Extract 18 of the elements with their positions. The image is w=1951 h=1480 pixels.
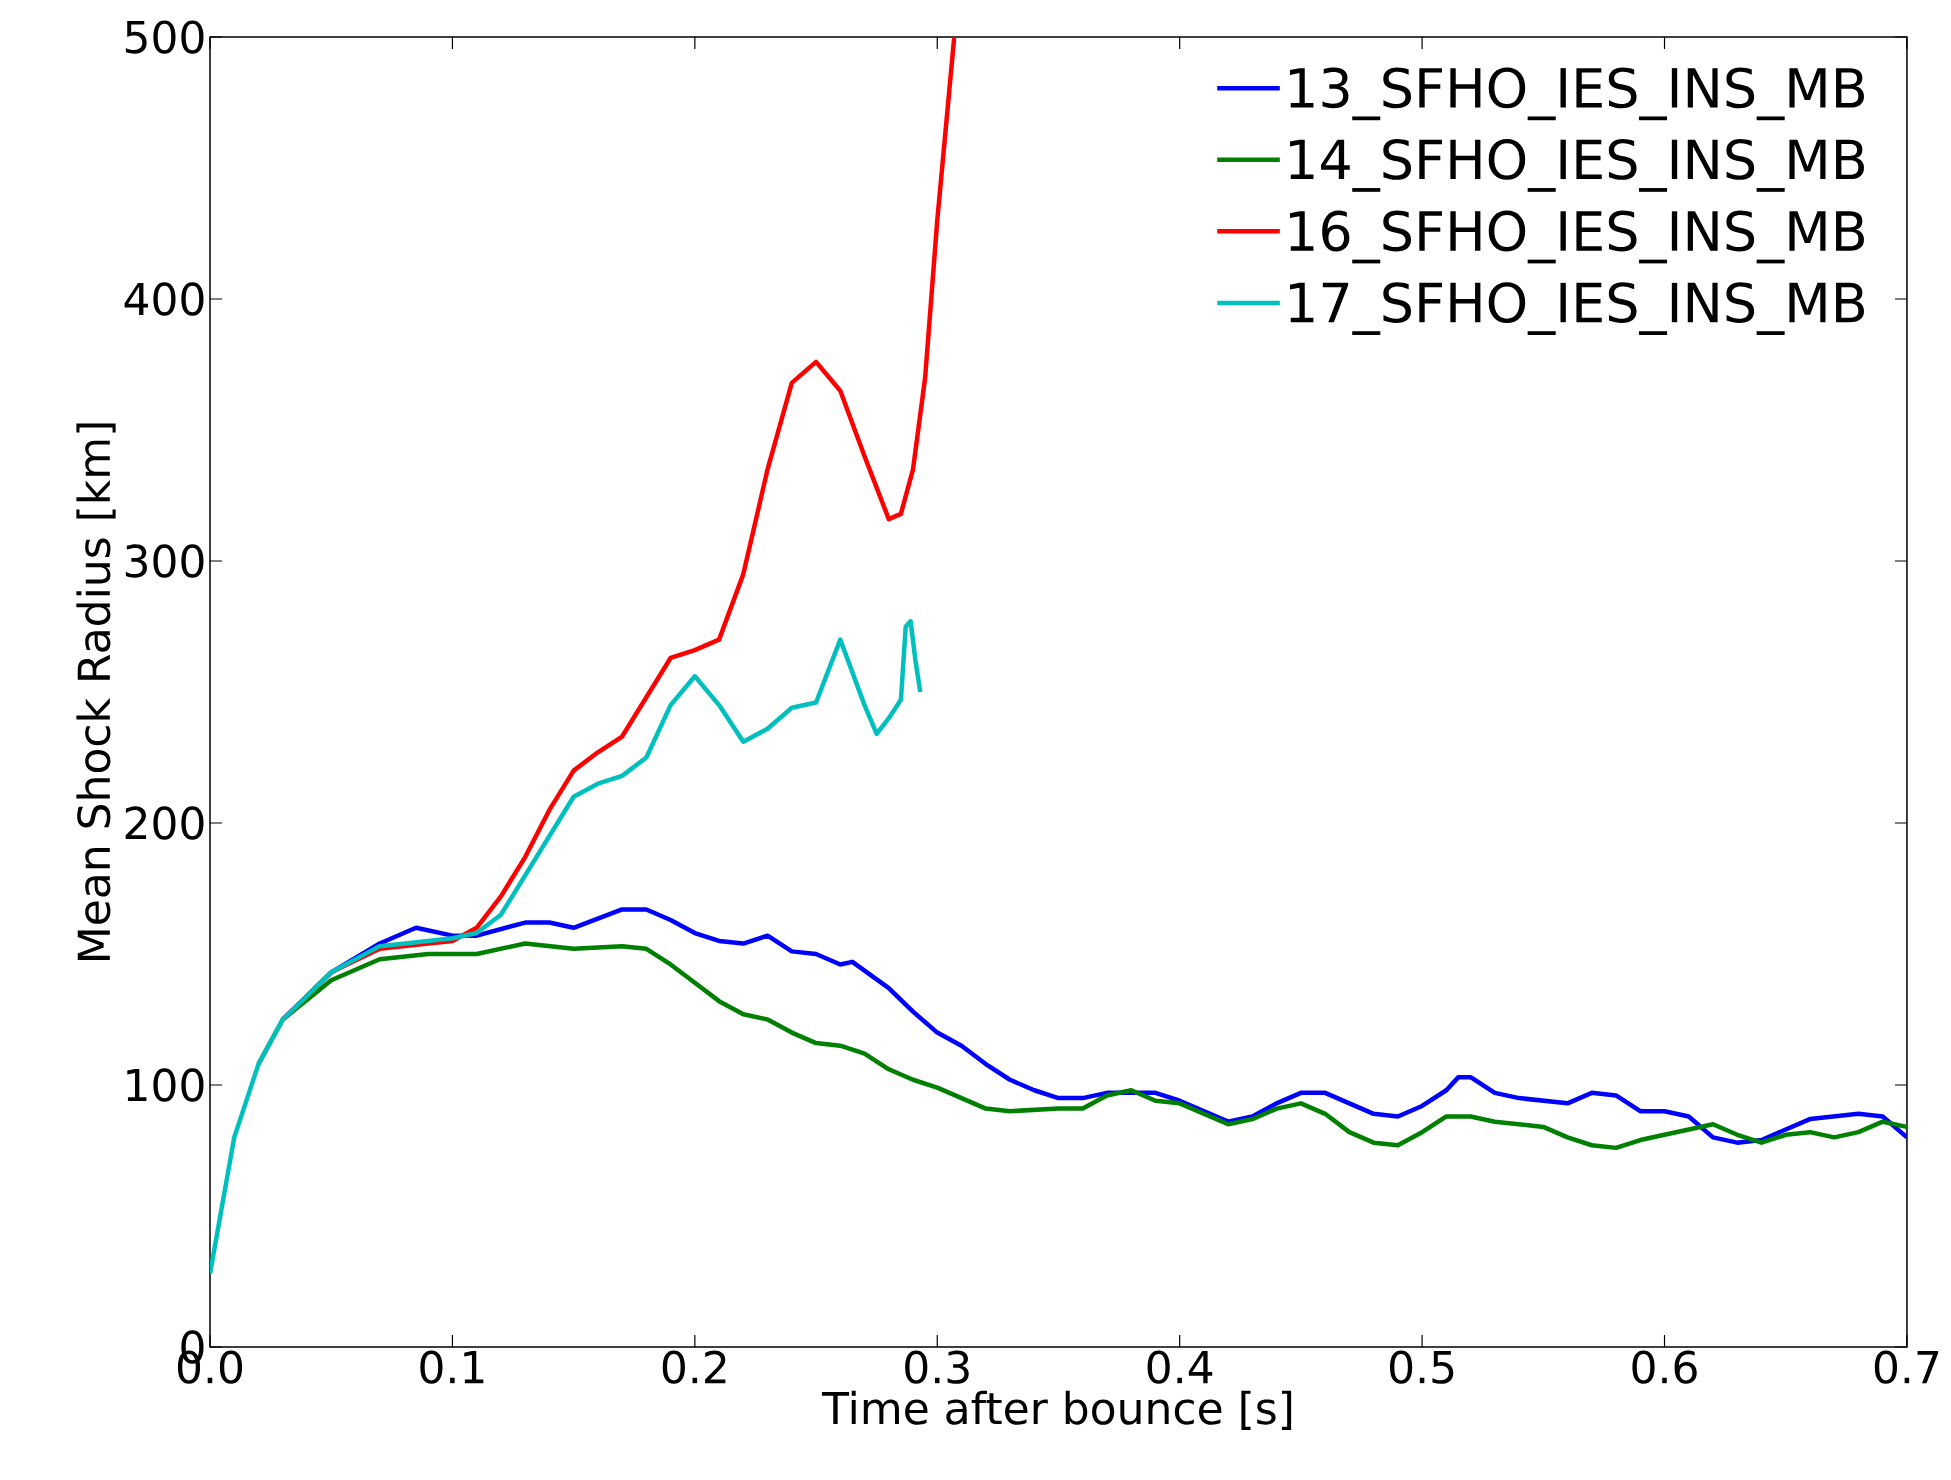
x-tick-label: 0.4 [1147, 1350, 1213, 1384]
x-tick-label: 0.6 [1632, 1350, 1697, 1384]
y-tick-label: 400 [124, 282, 204, 316]
y-tick-label: 300 [125, 544, 204, 578]
x-tick-label: 0.7 [1874, 1350, 1939, 1384]
legend-label: 16_SFHO_IES_INS_MB [1290, 210, 1864, 264]
legend-label: 14_SFHO_IES_INS_MB [1290, 139, 1864, 192]
y-tick-label: 200 [125, 806, 204, 840]
y-tick-label: 500 [125, 20, 204, 54]
x-tick-label: 0.2 [662, 1350, 726, 1384]
legend-label: 13_SFHO_IES_INS_MB [1290, 67, 1864, 121]
x-tick-label: 0.5 [1390, 1350, 1454, 1384]
x-tick-label: 0.1 [420, 1350, 484, 1384]
x-tick-label: 0.3 [905, 1350, 969, 1384]
legend-label: 17_SFHO_IES_INS_MB [1290, 282, 1864, 335]
y-axis-title: Mean Shock Radius [km] [76, 423, 116, 960]
x-axis-title: Time after bounce [s] [821, 1390, 1292, 1430]
y-tick-label: 100 [127, 1068, 204, 1102]
